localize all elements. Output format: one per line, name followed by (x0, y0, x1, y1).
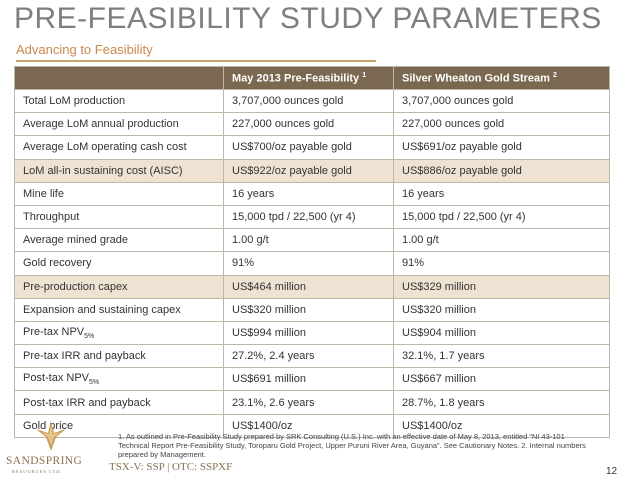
gold-stream-value: US$904 million (393, 320, 610, 346)
page-number: 12 (606, 466, 618, 477)
pre-feasibility-value: 15,000 tpd / 22,500 (yr 4) (223, 204, 394, 230)
table-row: Gold recovery 91% 91% (14, 251, 610, 276)
row-label: Expansion and sustaining capex (14, 297, 224, 322)
footnote: 1. As outlined in Pre-Feasibility Study … (118, 432, 586, 459)
table-row: Throughput 15,000 tpd / 22,500 (yr 4) 15,0… (14, 204, 610, 230)
gold-stream-value: 3,707,000 ounces gold (393, 88, 610, 114)
pre-feasibility-value: 27.2%, 2.4 years (223, 344, 394, 369)
pre-feasibility-value: US$994 million (223, 320, 394, 346)
gold-stream-value: 15,000 tpd / 22,500 (yr 4) (393, 204, 610, 230)
row-label: Gold recovery (14, 251, 224, 276)
pre-feasibility-value: US$922/oz payable gold (223, 158, 394, 183)
row-label: Total LoM production (14, 88, 224, 114)
table-row: Total LoM production 3,707,000 ounces gol… (14, 88, 610, 114)
pre-feasibility-value: 1.00 g/t (223, 228, 394, 253)
table-row: Average mined grade 1.00 g/t 1.00 g/t (14, 228, 610, 253)
pre-feasibility-value: US$464 million (223, 274, 394, 299)
gold-stream-value: 1.00 g/t (393, 228, 610, 253)
row-label: Post-tax NPV5% (14, 367, 224, 392)
table-header-row: May 2013 Pre-Feasibility 1 Silver Wheato… (14, 66, 610, 90)
table-row: LoM all-in sustaining cost (AISC) US$922/… (14, 158, 610, 183)
title-divider (16, 60, 376, 62)
gold-stream-value: US$1400/oz (393, 413, 610, 438)
table-row: Average LoM annual production 227,000 oun… (14, 112, 610, 137)
gold-stream-value: US$886/oz payable gold (393, 158, 610, 183)
pre-feasibility-value: US$1400/oz (223, 413, 394, 438)
pre-feasibility-value: US$691 million (223, 367, 394, 392)
sandspring-logo-icon (36, 421, 66, 451)
row-label: Throughput (14, 204, 224, 230)
header-cell-silver-wheaton: Silver Wheaton Gold Stream 2 (393, 66, 610, 90)
table-row: Pre-tax IRR and payback 27.2%, 2.4 years 3… (14, 344, 610, 369)
page-title: PRE-FEASIBILITY STUDY PARAMETERS (14, 2, 602, 35)
gold-stream-value: US$320 million (393, 297, 610, 322)
gold-stream-value: 91% (393, 251, 610, 276)
table-row: Expansion and sustaining capex US$320 mil… (14, 297, 610, 322)
table-row: Post-tax NPV5% US$691 million US$667 milli… (14, 367, 610, 392)
row-label: Average mined grade (14, 228, 224, 253)
header-cell-empty (14, 66, 224, 90)
table-row: Pre-production capex US$464 million US$329… (14, 274, 610, 299)
logo-wordmark: SANDSPRING (6, 455, 83, 467)
gold-stream-value: US$691/oz payable gold (393, 135, 610, 160)
gold-stream-value: US$667 million (393, 367, 610, 392)
logo-subtext: RESOURCES LTD. (12, 469, 63, 474)
row-label: Pre-tax NPV5% (14, 320, 224, 346)
table-row: Average LoM operating cash cost US$700/oz… (14, 135, 610, 160)
pre-feasibility-value: 227,000 ounces gold (223, 112, 394, 137)
gold-stream-value: 32.1%, 1.7 years (393, 344, 610, 369)
gold-stream-value: 227,000 ounces gold (393, 112, 610, 137)
row-label: Pre-tax IRR and payback (14, 344, 224, 369)
pre-feasibility-value: 3,707,000 ounces gold (223, 88, 394, 114)
row-label: Average LoM operating cash cost (14, 135, 224, 160)
table-row: Pre-tax NPV5% US$994 million US$904 millio… (14, 320, 610, 346)
table-row: Post-tax IRR and payback 23.1%, 2.6 years… (14, 390, 610, 415)
pre-feasibility-value: US$700/oz payable gold (223, 135, 394, 160)
header-cell-pre-feasibility: May 2013 Pre-Feasibility 1 (223, 66, 394, 90)
row-label: Pre-production capex (14, 274, 224, 299)
pre-feasibility-value: 23.1%, 2.6 years (223, 390, 394, 415)
pre-feasibility-value: US$320 million (223, 297, 394, 322)
row-label: Mine life (14, 181, 224, 206)
parameters-table: May 2013 Pre-Feasibility 1 Silver Wheato… (14, 66, 610, 438)
gold-stream-value: 16 years (393, 181, 610, 206)
company-logo: SANDSPRING RESOURCES LTD. (6, 419, 96, 477)
pre-feasibility-value: 16 years (223, 181, 394, 206)
pre-feasibility-value: 91% (223, 251, 394, 276)
gold-stream-value: US$329 million (393, 274, 610, 299)
page-subtitle: Advancing to Feasibility (16, 42, 153, 57)
ticker-symbols: TSX-V: SSP | OTC: SSPXF (109, 461, 233, 473)
table-row: Mine life 16 years 16 years (14, 181, 610, 206)
row-label: Post-tax IRR and payback (14, 390, 224, 415)
gold-stream-value: 28.7%, 1.8 years (393, 390, 610, 415)
row-label: LoM all-in sustaining cost (AISC) (14, 158, 224, 183)
row-label: Average LoM annual production (14, 112, 224, 137)
